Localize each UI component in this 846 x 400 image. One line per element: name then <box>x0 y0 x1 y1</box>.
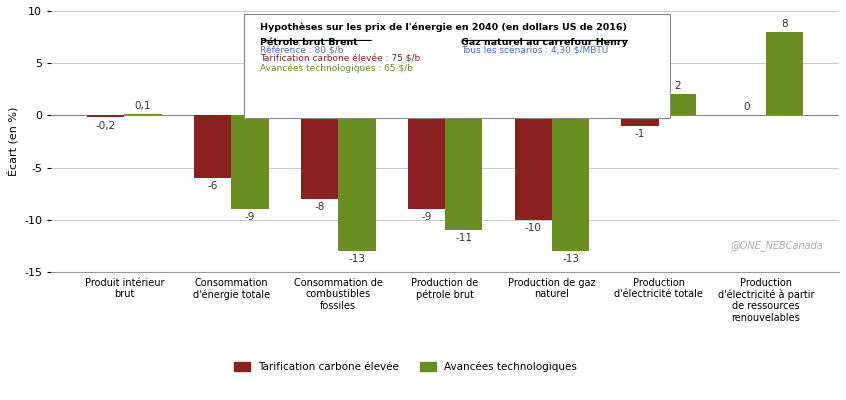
Text: -9: -9 <box>244 212 255 222</box>
Text: Pétrole brut Brent: Pétrole brut Brent <box>260 38 358 47</box>
Text: 8: 8 <box>781 19 788 29</box>
Text: Hypothèses sur les prix de l'énergie en 2040 (en dollars US de 2016): Hypothèses sur les prix de l'énergie en … <box>260 23 627 32</box>
Text: -6: -6 <box>207 181 217 191</box>
Bar <box>124 114 162 115</box>
Text: Avancées technologiques : 65 $/b: Avancées technologiques : 65 $/b <box>260 64 413 73</box>
Legend: Tarification carbone élevée, Avancées technologiques: Tarification carbone élevée, Avancées te… <box>230 358 581 376</box>
Text: -8: -8 <box>314 202 325 212</box>
Text: -1: -1 <box>635 129 645 139</box>
Bar <box>552 115 590 251</box>
Text: -11: -11 <box>455 233 472 243</box>
Bar <box>338 115 376 251</box>
Text: -9: -9 <box>421 212 431 222</box>
Bar <box>194 115 231 178</box>
Text: -13: -13 <box>563 254 580 264</box>
Text: Gaz naturel au carrefour Henry: Gaz naturel au carrefour Henry <box>461 38 628 47</box>
Text: 2: 2 <box>674 81 681 91</box>
Bar <box>622 115 659 126</box>
Bar <box>231 115 269 209</box>
Bar <box>445 115 482 230</box>
Bar <box>766 32 803 115</box>
Text: Tous les scénarios : 4,30 $/MBTU: Tous les scénarios : 4,30 $/MBTU <box>461 46 608 55</box>
Y-axis label: Écart (en %): Écart (en %) <box>7 107 19 176</box>
Text: -10: -10 <box>525 223 541 233</box>
Bar <box>408 115 445 209</box>
Text: -0,2: -0,2 <box>96 120 116 130</box>
Text: -13: -13 <box>349 254 365 264</box>
Text: 0,1: 0,1 <box>135 101 151 111</box>
FancyBboxPatch shape <box>244 14 670 118</box>
Bar <box>87 115 124 118</box>
Bar <box>659 94 696 115</box>
Text: 0: 0 <box>744 102 750 112</box>
Text: @ONE_NEBCanada: @ONE_NEBCanada <box>730 240 823 251</box>
Text: Tarification carbone élevée : 75 $/b: Tarification carbone élevée : 75 $/b <box>260 55 420 64</box>
Bar <box>300 115 338 199</box>
Bar <box>514 115 552 220</box>
Text: Référence : 80 $/b: Référence : 80 $/b <box>260 46 343 55</box>
